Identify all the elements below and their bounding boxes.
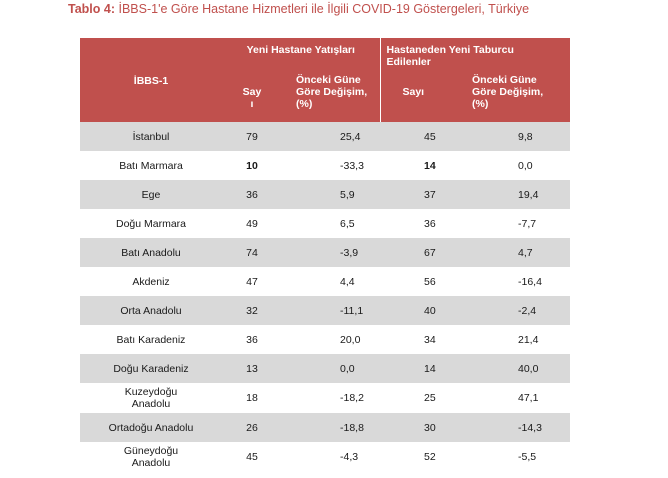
cell-admissions: 32 (222, 296, 282, 325)
cell-region: Batı Marmara (80, 151, 222, 180)
cell-discharges-change: 0,0 (470, 151, 570, 180)
cell-admissions-change: -18,8 (282, 413, 380, 442)
cell-region: Güneydoğu Anadolu (80, 442, 222, 472)
table-row: Kuzeydoğu Anadolu 18 -18,2 25 47,1 (80, 383, 570, 413)
cell-region: Ege (80, 180, 222, 209)
cell-discharges-change: 21,4 (470, 325, 570, 354)
header-group-admissions: Yeni Hastane Yatışları (222, 38, 380, 72)
cell-discharges-change: -7,7 (470, 209, 570, 238)
cell-discharges-change: 9,8 (470, 122, 570, 151)
cell-region: Batı Anadolu (80, 238, 222, 267)
cell-admissions: 36 (222, 180, 282, 209)
cell-discharges-change: 19,4 (470, 180, 570, 209)
cell-admissions: 47 (222, 267, 282, 296)
header-group-discharges-line2: Edilenler (386, 56, 431, 68)
table-row: Orta Anadolu 32 -11,1 40 -2,4 (80, 296, 570, 325)
cell-admissions: 74 (222, 238, 282, 267)
cell-admissions-change: 6,5 (282, 209, 380, 238)
cell-discharges-change: 47,1 (470, 383, 570, 413)
cell-admissions: 45 (222, 442, 282, 472)
cell-discharges: 56 (380, 267, 470, 296)
cell-region: Doğu Karadeniz (80, 354, 222, 383)
header-group-admissions-label: Yeni Hastane Yatışları (246, 44, 355, 56)
covid-hospital-table: İBBS-1 Yeni Hastane Yatışları Hastaneden… (80, 38, 570, 472)
cell-discharges: 25 (380, 383, 470, 413)
table-row: Doğu Karadeniz 13 0,0 14 40,0 (80, 354, 570, 383)
cell-admissions-change: 25,4 (282, 122, 380, 151)
header-admissions-change-line2: Göre Değişim, (296, 86, 368, 98)
cell-region: Akdeniz (80, 267, 222, 296)
header-discharges-count-label: Sayı (402, 86, 425, 98)
cell-discharges-change: -2,4 (470, 296, 570, 325)
header-discharges-change-line2: Göre Değişim, (472, 86, 544, 98)
header-admissions-count: Say ı (222, 72, 282, 122)
table-row: Doğu Marmara 49 6,5 36 -7,7 (80, 209, 570, 238)
cell-admissions-change: 20,0 (282, 325, 380, 354)
cell-discharges: 52 (380, 442, 470, 472)
cell-discharges: 67 (380, 238, 470, 267)
header-discharges-change-line3: (%) (472, 98, 489, 110)
header-group-discharges: Hastaneden Yeni Taburcu Edilenler (379, 38, 570, 72)
table-row: Batı Anadolu 74 -3,9 67 4,7 (80, 238, 570, 267)
cell-discharges-change: 40,0 (470, 354, 570, 383)
table-row: İstanbul 79 25,4 45 9,8 (80, 122, 570, 151)
cell-admissions-change: -3,9 (282, 238, 380, 267)
cell-discharges: 37 (380, 180, 470, 209)
cell-admissions: 49 (222, 209, 282, 238)
data-table: İBBS-1 Yeni Hastane Yatışları Hastaneden… (80, 38, 570, 472)
cell-admissions: 26 (222, 413, 282, 442)
header-discharges-change-line1: Önceki Güne (472, 74, 537, 86)
table-row: Güneydoğu Anadolu 45 -4,3 52 -5,5 (80, 442, 570, 472)
cell-region: Kuzeydoğu Anadolu (80, 383, 222, 413)
cell-discharges-change: 4,7 (470, 238, 570, 267)
header-admissions-change-line3: (%) (296, 98, 313, 110)
cell-discharges: 34 (380, 325, 470, 354)
table-title: Tablo 4: İBBS-1'e Göre Hastane Hizmetler… (68, 2, 529, 16)
cell-admissions-change: 4,4 (282, 267, 380, 296)
cell-admissions-change: -11,1 (282, 296, 380, 325)
cell-discharges: 14 (380, 354, 470, 383)
table-row: Batı Marmara 10 -33,3 14 0,0 (80, 151, 570, 180)
header-discharges-change: Önceki Güne Göre Değişim, (%) (470, 72, 570, 122)
header-region: İBBS-1 (80, 38, 222, 122)
header-admissions-count-line1: Say (242, 86, 262, 98)
cell-discharges-change: -14,3 (470, 413, 570, 442)
table-body: İstanbul 79 25,4 45 9,8 Batı Marmara 10 … (80, 122, 570, 472)
table-title-label: Tablo 4: (68, 2, 115, 16)
cell-region: Orta Anadolu (80, 296, 222, 325)
table-row: Ege 36 5,9 37 19,4 (80, 180, 570, 209)
table-row: Akdeniz 47 4,4 56 -16,4 (80, 267, 570, 296)
cell-admissions: 18 (222, 383, 282, 413)
header-admissions-change: Önceki Güne Göre Değişim, (%) (282, 72, 380, 122)
cell-admissions-change: -4,3 (282, 442, 380, 472)
cell-admissions: 10 (222, 151, 282, 180)
header-region-label: İBBS-1 (133, 75, 169, 87)
cell-discharges-change: -16,4 (470, 267, 570, 296)
cell-region: İstanbul (80, 122, 222, 151)
cell-region: Ortadoğu Anadolu (80, 413, 222, 442)
table-header: İBBS-1 Yeni Hastane Yatışları Hastaneden… (80, 38, 570, 122)
header-admissions-change-line1: Önceki Güne (296, 74, 361, 86)
cell-discharges: 36 (380, 209, 470, 238)
cell-discharges: 14 (380, 151, 470, 180)
table-row: Batı Karadeniz 36 20,0 34 21,4 (80, 325, 570, 354)
cell-discharges: 40 (380, 296, 470, 325)
header-admissions-count-line2: ı (250, 98, 254, 110)
cell-discharges: 45 (380, 122, 470, 151)
header-discharges-count: Sayı (379, 72, 470, 122)
cell-region: Doğu Marmara (80, 209, 222, 238)
table-row: Ortadoğu Anadolu 26 -18,8 30 -14,3 (80, 413, 570, 442)
cell-admissions-change: -18,2 (282, 383, 380, 413)
cell-admissions-change: 5,9 (282, 180, 380, 209)
cell-admissions: 36 (222, 325, 282, 354)
cell-discharges-change: -5,5 (470, 442, 570, 472)
cell-region: Batı Karadeniz (80, 325, 222, 354)
cell-discharges: 30 (380, 413, 470, 442)
cell-admissions: 13 (222, 354, 282, 383)
table-title-text: İBBS-1'e Göre Hastane Hizmetleri ile İlg… (118, 2, 530, 16)
header-group-discharges-line1: Hastaneden Yeni Taburcu (386, 44, 514, 56)
cell-admissions-change: -33,3 (282, 151, 380, 180)
cell-admissions: 79 (222, 122, 282, 151)
cell-admissions-change: 0,0 (282, 354, 380, 383)
